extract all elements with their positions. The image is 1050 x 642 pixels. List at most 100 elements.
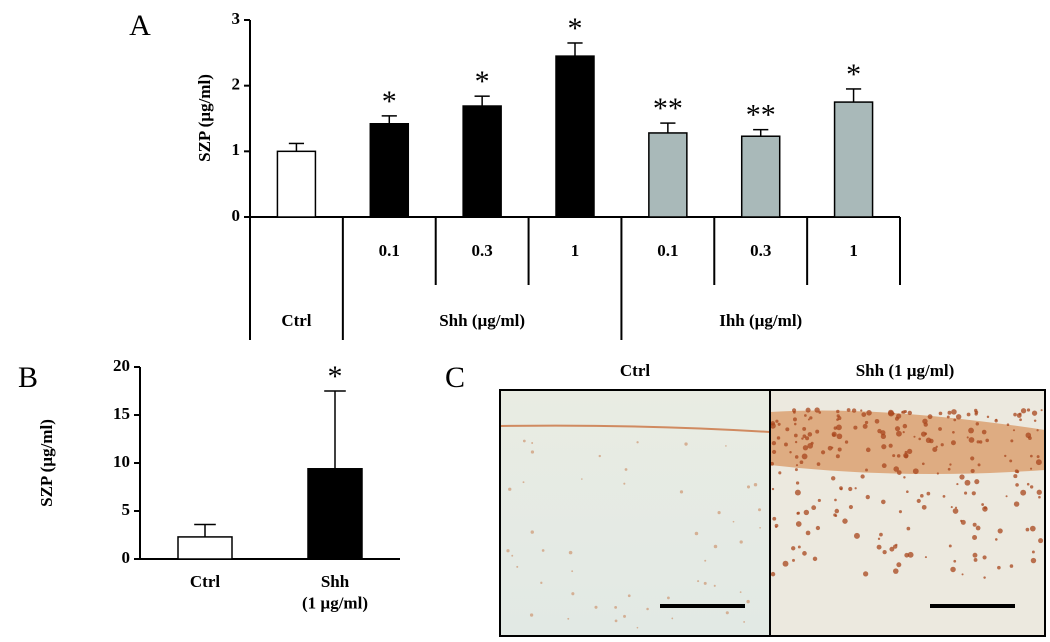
stain-dot xyxy=(863,571,869,577)
stain-dot xyxy=(981,429,987,435)
stain-dot xyxy=(1013,474,1018,479)
stain-dot xyxy=(805,530,811,536)
stain-dot xyxy=(1029,525,1036,532)
stain-dot xyxy=(1025,527,1030,532)
stain-dot xyxy=(978,440,983,444)
stain-dot xyxy=(807,418,810,421)
stain-dot xyxy=(1012,429,1016,432)
stain-dot xyxy=(895,543,898,547)
stain-dot xyxy=(594,605,598,609)
stain-dot xyxy=(804,414,807,417)
stain-dot xyxy=(801,453,808,460)
stain-dot xyxy=(802,434,807,439)
bar xyxy=(555,55,595,218)
stain-dot xyxy=(623,482,626,485)
stain-dot xyxy=(955,414,962,420)
x-tick-label: 0.1 xyxy=(657,241,678,260)
stain-dot xyxy=(812,556,818,562)
stain-dot xyxy=(1016,413,1022,418)
stain-dot xyxy=(1026,482,1030,486)
stain-dot xyxy=(940,443,944,447)
stain-dot xyxy=(896,470,902,475)
stain-dot xyxy=(947,467,951,471)
stain-dot xyxy=(793,410,796,414)
stain-dot xyxy=(1009,459,1013,463)
stain-dot xyxy=(966,436,969,439)
stain-dot xyxy=(892,454,896,458)
y-axis-label: SZP (µg/ml) xyxy=(195,74,214,162)
stain-dot xyxy=(836,424,842,431)
stain-dot xyxy=(997,565,1001,570)
stain-dot xyxy=(817,498,821,503)
stain-dot xyxy=(792,417,797,422)
stain-dot xyxy=(854,487,857,490)
stain-dot xyxy=(1035,459,1042,466)
stain-dot xyxy=(846,408,851,412)
stain-dot xyxy=(889,546,895,552)
stain-dot xyxy=(775,419,779,423)
stain-dot xyxy=(864,420,869,425)
stain-dot xyxy=(924,432,928,436)
stain-dot xyxy=(844,440,849,444)
stain-dot xyxy=(960,519,966,525)
stain-dot xyxy=(974,479,980,485)
stain-dot xyxy=(795,464,799,467)
stain-dot xyxy=(1016,470,1020,474)
stain-dot xyxy=(985,438,989,443)
micrographs: Ctrl Shh (1 µg/ml) xyxy=(499,361,1046,637)
x-tick-label: 0.3 xyxy=(472,241,493,260)
stain-dot xyxy=(713,544,718,549)
stain-dot xyxy=(975,422,979,426)
stain-dot xyxy=(835,454,840,459)
group-label: Ctrl xyxy=(281,311,311,330)
stain-dot xyxy=(797,545,801,549)
stain-dot xyxy=(834,498,837,502)
stain-dot xyxy=(739,591,742,594)
stain-dot xyxy=(833,426,838,430)
stain-dot xyxy=(953,559,957,563)
stain-dot xyxy=(753,482,758,487)
image-title: Shh (1 µg/ml) xyxy=(856,361,955,380)
stain-dot xyxy=(836,433,843,440)
stain-dot xyxy=(874,419,880,424)
panel-label: A xyxy=(129,9,151,42)
stain-dot xyxy=(831,446,834,449)
stain-dot xyxy=(1031,550,1035,554)
stain-dot xyxy=(568,550,573,555)
stain-dot xyxy=(571,570,574,573)
stain-dot xyxy=(920,494,924,498)
stain-dot xyxy=(866,410,872,416)
stain-dot xyxy=(951,409,957,415)
stain-dot xyxy=(968,437,975,443)
stain-dot xyxy=(1030,557,1037,564)
stain-dot xyxy=(925,437,932,443)
stain-dot xyxy=(896,430,902,437)
stain-dot xyxy=(974,408,978,413)
stain-dot xyxy=(860,474,865,479)
stain-dot xyxy=(853,532,860,539)
stain-dot xyxy=(938,411,943,416)
stain-dot xyxy=(994,419,998,423)
stain-dot xyxy=(746,599,750,604)
stain-dot xyxy=(952,508,959,514)
stain-dot xyxy=(882,549,887,555)
stain-dot xyxy=(860,409,863,412)
stain-dot xyxy=(667,596,670,600)
stain-dot xyxy=(848,504,853,510)
stain-dot xyxy=(624,468,628,471)
stain-dot xyxy=(530,530,534,534)
y-tick-label: 10 xyxy=(113,452,130,471)
stain-dot xyxy=(904,450,908,454)
stain-dot xyxy=(671,617,674,620)
stain-dot xyxy=(816,462,821,466)
stain-dot xyxy=(1040,409,1043,412)
stain-dot xyxy=(861,412,867,417)
stain-dot xyxy=(995,538,998,541)
stain-dot xyxy=(1026,408,1031,412)
stain-dot xyxy=(935,445,938,448)
stain-dot xyxy=(598,454,601,458)
stain-dot xyxy=(950,566,956,573)
stain-dot xyxy=(1036,429,1039,432)
stain-dot xyxy=(516,565,519,568)
stain-dot xyxy=(966,412,971,417)
